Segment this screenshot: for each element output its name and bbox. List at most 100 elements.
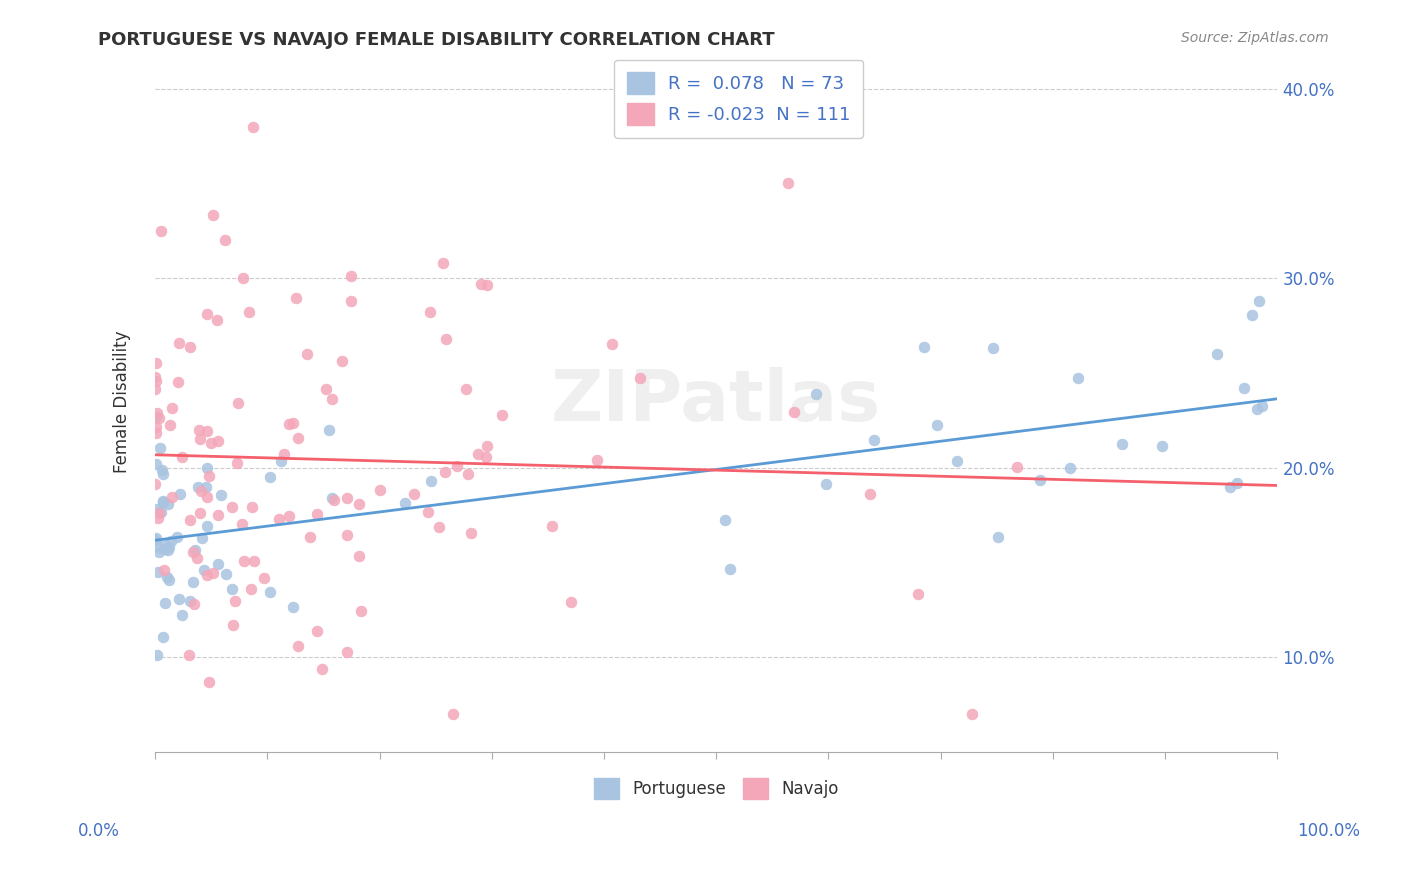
Point: [179, 648, 201, 662]
Point: [477, 277, 499, 292]
Point: [1005, 460, 1028, 475]
Point: [253, 570, 276, 584]
Point: [420, 474, 443, 488]
Point: [394, 496, 416, 510]
Point: [1226, 476, 1249, 491]
Point: [145, 356, 167, 370]
Point: [912, 340, 935, 354]
Point: [298, 530, 321, 544]
Point: [585, 453, 607, 467]
Point: [323, 493, 346, 508]
Point: [240, 500, 263, 514]
Point: [540, 519, 562, 533]
Point: [718, 562, 741, 576]
Point: [427, 519, 450, 533]
Point: [432, 255, 454, 269]
Point: [1029, 474, 1052, 488]
Point: [160, 401, 183, 416]
Point: [232, 271, 254, 285]
Point: [945, 454, 967, 468]
Point: [273, 447, 295, 461]
Point: [233, 554, 256, 568]
Point: [436, 332, 458, 346]
Point: [560, 595, 582, 609]
Point: [243, 554, 266, 568]
Point: [222, 618, 245, 632]
Text: 100.0%: 100.0%: [1298, 822, 1360, 840]
Point: [287, 639, 309, 653]
Point: [859, 486, 882, 500]
Point: [170, 450, 193, 465]
Point: [259, 470, 281, 484]
Point: [148, 411, 170, 425]
Point: [200, 436, 222, 450]
Point: [1067, 370, 1090, 384]
Point: [214, 233, 236, 247]
Text: PORTUGUESE VS NAVAJO FEMALE DISABILITY CORRELATION CHART: PORTUGUESE VS NAVAJO FEMALE DISABILITY C…: [98, 31, 775, 49]
Point: [153, 541, 176, 556]
Point: [143, 533, 166, 547]
Point: [169, 336, 191, 351]
Point: [1205, 346, 1227, 360]
Point: [152, 493, 174, 508]
Point: [475, 450, 498, 465]
Point: [215, 567, 238, 582]
Point: [187, 423, 209, 437]
Point: [368, 483, 391, 497]
Point: [307, 507, 329, 521]
Point: [467, 447, 489, 461]
Point: [226, 396, 249, 410]
Point: [145, 419, 167, 434]
Point: [1219, 480, 1241, 494]
Point: [460, 526, 482, 541]
Point: [195, 568, 218, 582]
Point: [167, 591, 190, 606]
Point: [336, 645, 359, 659]
Point: [148, 506, 170, 520]
Point: [287, 431, 309, 445]
Point: [419, 305, 441, 319]
Point: [183, 575, 205, 590]
Point: [207, 508, 229, 522]
Point: [205, 313, 228, 327]
Point: [283, 416, 305, 430]
Point: [1246, 402, 1268, 417]
Point: [146, 406, 169, 420]
Point: [981, 341, 1004, 355]
Point: [987, 530, 1010, 544]
Point: [446, 458, 468, 473]
Point: [148, 565, 170, 579]
Point: [925, 417, 948, 432]
Point: [207, 557, 229, 571]
Point: [1247, 294, 1270, 309]
Point: [347, 549, 370, 564]
Point: [1251, 400, 1274, 414]
Point: [152, 563, 174, 577]
Point: [311, 662, 333, 676]
Point: [195, 519, 218, 533]
Point: [181, 544, 204, 558]
Point: [238, 305, 260, 319]
Point: [169, 486, 191, 500]
Point: [184, 543, 207, 558]
Point: [776, 177, 799, 191]
Point: [187, 480, 209, 494]
Point: [160, 533, 183, 548]
Point: [628, 371, 651, 385]
Point: [145, 501, 167, 516]
Point: [157, 497, 180, 511]
Point: [862, 434, 884, 448]
Point: [332, 354, 354, 368]
Point: [336, 528, 359, 542]
Point: [152, 467, 174, 482]
Point: [1233, 381, 1256, 395]
Point: [145, 410, 167, 425]
Point: [457, 467, 479, 482]
Point: [145, 425, 167, 440]
Point: [179, 340, 201, 354]
Point: [433, 465, 456, 479]
Point: [186, 551, 208, 566]
Point: [281, 600, 304, 615]
Point: [242, 120, 264, 134]
Point: [143, 477, 166, 491]
